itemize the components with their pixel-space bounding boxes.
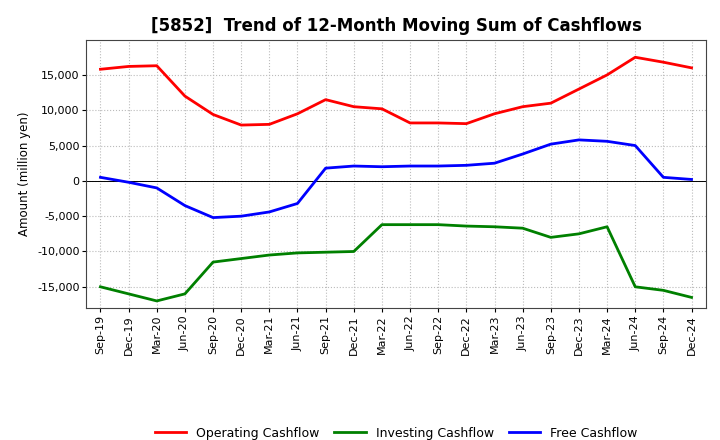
Operating Cashflow (377, 106, 386, 111)
Investing Cashflow (546, 235, 555, 240)
Operating Cashflow (125, 64, 133, 69)
Investing Cashflow (462, 224, 471, 229)
Title: [5852]  Trend of 12-Month Moving Sum of Cashflows: [5852] Trend of 12-Month Moving Sum of C… (150, 17, 642, 35)
Free Cashflow (96, 175, 105, 180)
Investing Cashflow (321, 249, 330, 255)
Operating Cashflow (434, 120, 443, 125)
Operating Cashflow (575, 86, 583, 92)
Legend: Operating Cashflow, Investing Cashflow, Free Cashflow: Operating Cashflow, Investing Cashflow, … (155, 427, 637, 440)
Free Cashflow (377, 164, 386, 169)
Line: Free Cashflow: Free Cashflow (101, 140, 691, 218)
Free Cashflow (434, 163, 443, 169)
Free Cashflow (153, 185, 161, 191)
Free Cashflow (490, 161, 499, 166)
Operating Cashflow (96, 66, 105, 72)
Free Cashflow (462, 163, 471, 168)
Free Cashflow (687, 177, 696, 182)
Free Cashflow (321, 165, 330, 171)
Investing Cashflow (575, 231, 583, 236)
Operating Cashflow (603, 72, 611, 77)
Operating Cashflow (293, 111, 302, 117)
Free Cashflow (265, 209, 274, 215)
Operating Cashflow (209, 112, 217, 117)
Free Cashflow (181, 203, 189, 208)
Free Cashflow (603, 139, 611, 144)
Operating Cashflow (349, 104, 358, 109)
Investing Cashflow (153, 298, 161, 304)
Operating Cashflow (659, 59, 667, 65)
Free Cashflow (575, 137, 583, 143)
Operating Cashflow (321, 97, 330, 102)
Investing Cashflow (631, 284, 639, 290)
Operating Cashflow (687, 65, 696, 70)
Free Cashflow (293, 201, 302, 206)
Investing Cashflow (237, 256, 246, 261)
Free Cashflow (349, 163, 358, 169)
Operating Cashflow (490, 111, 499, 117)
Free Cashflow (631, 143, 639, 148)
Investing Cashflow (490, 224, 499, 229)
Operating Cashflow (237, 122, 246, 128)
Investing Cashflow (434, 222, 443, 227)
Line: Operating Cashflow: Operating Cashflow (101, 57, 691, 125)
Investing Cashflow (293, 250, 302, 256)
Investing Cashflow (209, 260, 217, 265)
Free Cashflow (406, 163, 415, 169)
Investing Cashflow (349, 249, 358, 254)
Operating Cashflow (153, 63, 161, 68)
Operating Cashflow (406, 120, 415, 125)
Operating Cashflow (462, 121, 471, 126)
Operating Cashflow (631, 55, 639, 60)
Free Cashflow (518, 151, 527, 157)
Investing Cashflow (181, 291, 189, 297)
Investing Cashflow (125, 291, 133, 297)
Line: Investing Cashflow: Investing Cashflow (101, 225, 691, 301)
Operating Cashflow (546, 100, 555, 106)
Operating Cashflow (518, 104, 527, 109)
Investing Cashflow (406, 222, 415, 227)
Y-axis label: Amount (million yen): Amount (million yen) (19, 112, 32, 236)
Operating Cashflow (265, 122, 274, 127)
Investing Cashflow (603, 224, 611, 229)
Investing Cashflow (377, 222, 386, 227)
Free Cashflow (125, 180, 133, 185)
Free Cashflow (659, 175, 667, 180)
Investing Cashflow (659, 288, 667, 293)
Investing Cashflow (96, 284, 105, 290)
Investing Cashflow (265, 253, 274, 258)
Free Cashflow (237, 213, 246, 219)
Free Cashflow (209, 215, 217, 220)
Operating Cashflow (181, 93, 189, 99)
Investing Cashflow (518, 226, 527, 231)
Free Cashflow (546, 142, 555, 147)
Investing Cashflow (687, 295, 696, 300)
